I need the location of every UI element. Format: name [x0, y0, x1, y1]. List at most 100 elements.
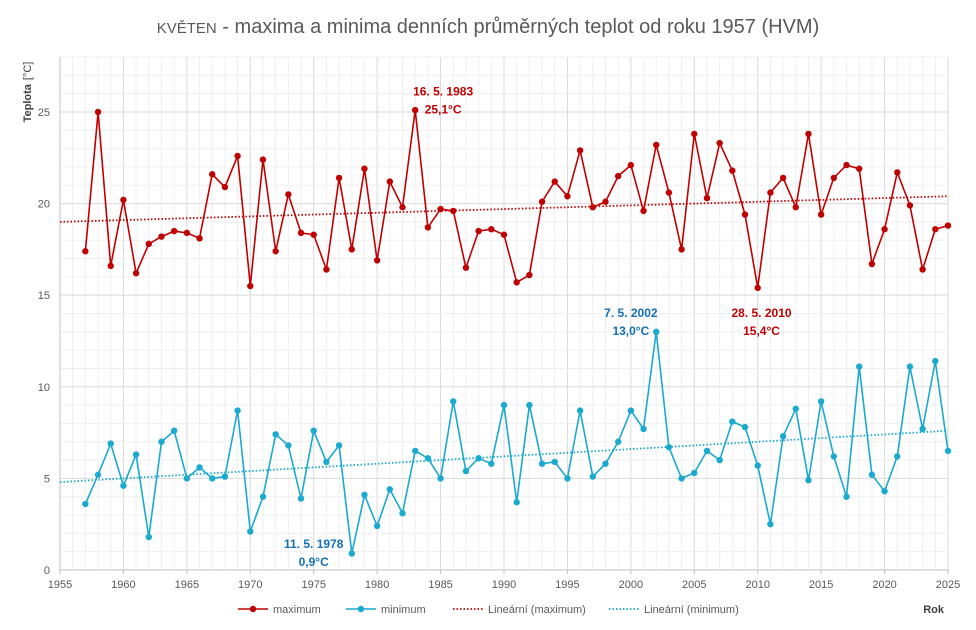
data-point-minimum	[627, 407, 635, 414]
legend-label: Lineární (maximum)	[488, 604, 586, 616]
data-point-maximum	[526, 271, 533, 279]
data-point-minimum	[602, 460, 609, 467]
data-point-minimum	[259, 493, 267, 500]
data-point-minimum	[767, 520, 774, 528]
x-axis-label: Rok	[923, 604, 945, 616]
data-point-maximum	[259, 156, 267, 163]
data-point-minimum	[779, 433, 787, 440]
data-point-minimum	[361, 491, 368, 499]
x-tick-label: 2015	[809, 579, 833, 591]
data-point-minimum	[640, 425, 647, 433]
y-tick-label: 15	[38, 290, 50, 302]
data-point-maximum	[247, 282, 254, 290]
data-point-maximum	[488, 226, 495, 233]
data-point-maximum	[475, 227, 482, 235]
data-point-maximum	[386, 178, 394, 185]
data-point-minimum	[551, 458, 558, 466]
data-point-maximum	[399, 204, 406, 211]
y-tick-label: 25	[38, 107, 50, 119]
data-point-maximum	[779, 174, 787, 182]
data-point-maximum	[310, 231, 317, 238]
data-point-minimum	[272, 431, 279, 438]
data-point-maximum	[437, 205, 444, 213]
data-point-minimum	[94, 471, 102, 478]
x-tick-label: 1970	[238, 579, 262, 591]
data-point-maximum	[703, 194, 711, 202]
data-point-minimum	[323, 458, 330, 466]
y-tick-label: 10	[38, 382, 50, 394]
legend-marker	[357, 605, 365, 613]
data-point-minimum	[564, 475, 571, 482]
data-point-maximum	[285, 191, 292, 198]
data-point-maximum	[614, 172, 622, 180]
legend-label: Lineární (minimum)	[644, 604, 739, 616]
data-point-maximum	[576, 147, 584, 154]
data-point-minimum	[868, 471, 876, 478]
data-point-minimum	[754, 462, 761, 469]
annotation: 7. 5. 2002 13,0°C	[604, 306, 658, 338]
data-point-maximum	[538, 198, 546, 205]
data-point-maximum	[145, 240, 152, 248]
data-point-minimum	[538, 460, 546, 467]
data-point-maximum	[653, 141, 660, 149]
data-point-maximum	[158, 233, 165, 240]
data-point-minimum	[843, 493, 850, 500]
data-point-maximum	[589, 204, 596, 211]
data-point-minimum	[196, 464, 203, 471]
data-point-minimum	[856, 363, 863, 370]
data-point-minimum	[158, 438, 165, 445]
data-point-minimum	[297, 495, 305, 502]
x-tick-label: 1955	[48, 579, 72, 591]
data-point-maximum	[944, 222, 952, 229]
data-point-maximum	[691, 130, 698, 138]
data-point-minimum	[716, 456, 723, 464]
data-point-maximum	[767, 189, 774, 196]
data-point-maximum	[170, 227, 178, 235]
annotation: 16. 5. 1983 25,1°C	[413, 84, 473, 116]
data-point-maximum	[450, 207, 457, 215]
chart-title: KVĚTEN - maxima a minima denních průměrn…	[157, 16, 820, 38]
data-point-minimum	[589, 473, 596, 480]
y-tick-label: 0	[44, 565, 50, 577]
data-point-minimum	[120, 482, 127, 489]
data-point-minimum	[209, 475, 216, 482]
data-point-minimum	[741, 423, 749, 431]
data-point-minimum	[183, 475, 191, 482]
x-tick-label: 2010	[745, 579, 769, 591]
data-point-maximum	[335, 174, 343, 182]
data-point-maximum	[678, 246, 685, 253]
data-point-minimum	[906, 363, 914, 370]
data-point-minimum	[348, 550, 355, 557]
legend-label: maximum	[273, 604, 321, 616]
data-point-maximum	[82, 248, 89, 255]
data-point-maximum	[602, 198, 609, 205]
data-point-maximum	[856, 165, 863, 172]
data-point-maximum	[373, 257, 381, 264]
data-point-maximum	[932, 226, 939, 233]
x-tick-label: 1990	[492, 579, 516, 591]
data-point-minimum	[894, 453, 901, 460]
data-point-minimum	[285, 442, 292, 449]
data-point-minimum	[614, 438, 622, 445]
data-point-minimum	[412, 447, 419, 455]
data-point-maximum	[234, 152, 241, 160]
axes: 1955 1960 1965 1970 1975 1980 1985 1990 1995 2000…	[38, 57, 960, 591]
data-point-maximum	[209, 171, 216, 178]
trend-line	[59, 195, 949, 223]
chart-title-rest: - maxima a minima denních průměrných tep…	[217, 16, 819, 38]
legend-item: minimum	[346, 604, 426, 616]
series	[82, 106, 952, 557]
x-tick-label: 1980	[365, 579, 389, 591]
data-point-minimum	[373, 522, 381, 530]
data-point-maximum	[196, 235, 203, 242]
data-point-maximum	[805, 130, 812, 138]
data-point-maximum	[348, 246, 355, 253]
data-point-minimum	[399, 510, 406, 517]
data-point-maximum	[221, 183, 229, 191]
annotation-value: 25,1°C	[425, 102, 462, 116]
data-point-minimum	[234, 407, 241, 414]
data-point-maximum	[323, 266, 330, 273]
x-tick-label: 1965	[175, 579, 199, 591]
y-tick-label: 5	[44, 473, 50, 485]
